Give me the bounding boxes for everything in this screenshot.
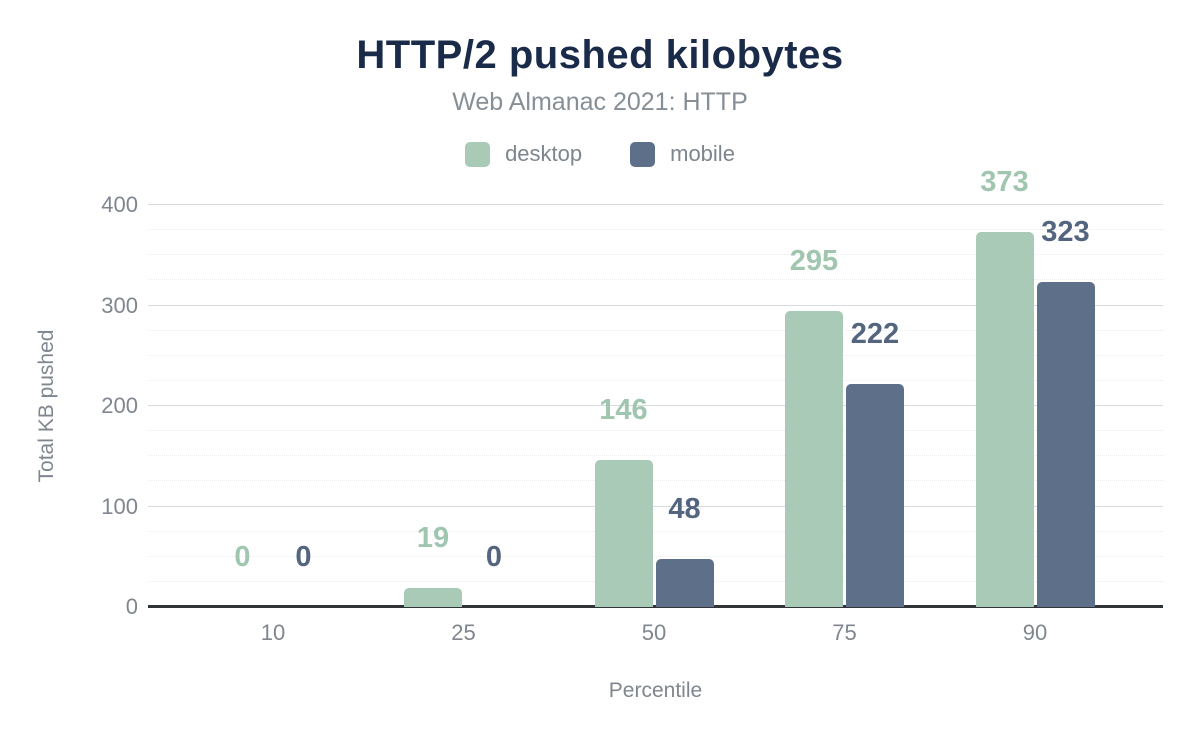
x-tick-label: 50 [641,620,667,645]
chart-title: HTTP/2 pushed kilobytes [356,33,844,77]
x-tick-label: 25 [451,620,476,645]
grid-line-major [148,304,1163,306]
bar-mobile-p90 [1036,282,1095,607]
grid-line-minor [148,430,1163,432]
grid-line-major [148,204,1163,205]
bar-value-label: 0 [485,541,503,573]
grid-line-minor [148,329,1163,331]
legend: desktop mobile [0,141,1200,167]
x-axis-labels: 10 25 50 75 90 [148,620,1163,648]
x-tick-label: 10 [260,620,286,645]
plot-area: 0 0 19 0 146 48 295 222 373 323 [148,166,1163,608]
grid-line-major [148,505,1163,507]
legend-swatch-mobile [630,141,656,167]
grid-line-minor [148,480,1163,482]
y-axis-labels: 0 100 200 300 400 [0,192,138,619]
grid-line-minor [148,555,1163,557]
x-axis-title: Percentile [608,679,703,702]
grid-line-minor [148,254,1163,256]
legend-item-desktop: desktop [465,141,582,167]
grid-line-minor [148,530,1163,532]
x-tick-label: 75 [832,620,857,645]
y-tick-label: 300 [101,292,138,318]
grid-line-minor [148,354,1163,356]
y-tick-label: 100 [101,493,138,519]
bar-value-label: 48 [668,492,701,525]
legend-swatch-desktop [465,141,491,167]
bar-value-label: 19 [416,521,450,554]
grid-line-minor [148,455,1163,457]
grid-line-major [148,405,1163,406]
bar-desktop-p25 [404,587,462,607]
bar-value-label: 0 [234,541,251,573]
x-tick-label: 90 [1022,620,1048,645]
bar-desktop-p75 [785,310,843,607]
grid-line-minor [148,379,1163,381]
bar-desktop-p50 [594,460,653,607]
y-tick-label: 200 [101,393,138,418]
chart-subtitle: Web Almanac 2021: HTTP [452,88,748,116]
grid-line-minor [148,279,1163,281]
bar-value-label: 146 [599,394,648,427]
bar-value-label: 323 [1041,216,1090,249]
bar-value-label: 222 [850,317,900,350]
bar-value-label: 0 [295,541,312,573]
legend-label: mobile [670,141,735,166]
legend-label: desktop [505,141,583,166]
legend-item-mobile: mobile [630,141,735,167]
y-tick-label: 0 [125,594,138,619]
bar-mobile-p75 [846,383,904,607]
bar-desktop-p90 [975,232,1034,607]
bar-mobile-p50 [655,558,714,607]
grid-line-minor [148,229,1163,231]
bar-value-label: 295 [789,244,839,277]
y-tick-label: 400 [101,192,138,217]
bar-value-label: 373 [980,166,1029,199]
